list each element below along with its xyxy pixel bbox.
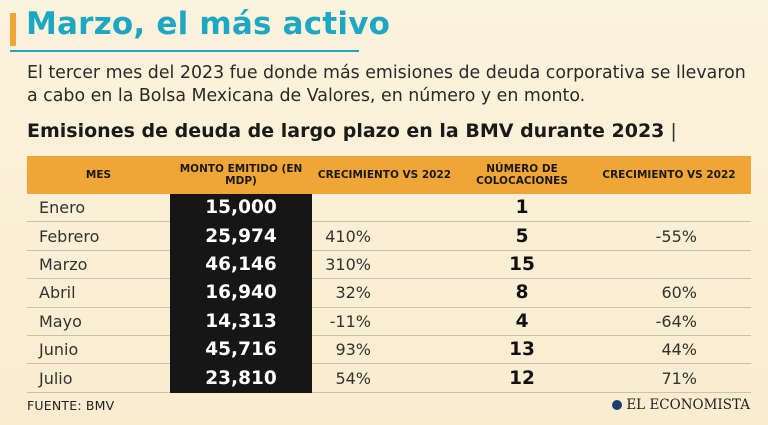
cell-crecimiento-numero: 71% bbox=[587, 363, 751, 393]
table-row: Mayo 14,313 -11% 4 -64% bbox=[27, 307, 751, 336]
table-title-separator: | bbox=[670, 120, 677, 142]
table-row: Julio 23,810 54% 12 71% bbox=[27, 363, 751, 393]
headline-accent-bar bbox=[10, 13, 16, 46]
table-header-row: MES MONTO EMITIDO (EN MDP) CRECIMIENTO V… bbox=[27, 156, 751, 194]
headline-underline bbox=[10, 50, 359, 52]
cell-numero-colocaciones: 15 bbox=[457, 250, 587, 280]
cell-numero-colocaciones: 1 bbox=[457, 194, 587, 223]
header-numero-colocaciones: NÚMERO DE COLOCACIONES bbox=[457, 156, 587, 194]
cell-monto: 23,810 bbox=[170, 363, 312, 393]
cell-monto: 14,313 bbox=[170, 307, 312, 336]
source-note: FUENTE: BMV bbox=[27, 398, 115, 413]
cell-crecimiento-numero bbox=[587, 194, 751, 223]
emissions-table: MES MONTO EMITIDO (EN MDP) CRECIMIENTO V… bbox=[27, 156, 751, 393]
cell-numero-colocaciones: 8 bbox=[457, 278, 587, 308]
cell-mes: Abril bbox=[27, 278, 170, 308]
cell-monto: 46,146 bbox=[170, 250, 312, 280]
cell-crecimiento-monto: 32% bbox=[312, 278, 457, 308]
cell-crecimiento-monto: -11% bbox=[312, 307, 457, 336]
header-mes: MES bbox=[27, 156, 170, 194]
headline: Marzo, el más activo bbox=[26, 6, 391, 42]
cell-crecimiento-monto: 93% bbox=[312, 335, 457, 365]
cell-mes: Enero bbox=[27, 194, 170, 223]
cell-crecimiento-monto: 410% bbox=[312, 221, 457, 251]
cell-mes: Febrero bbox=[27, 221, 170, 251]
cell-mes: Mayo bbox=[27, 307, 170, 336]
table-row: Junio 45,716 93% 13 44% bbox=[27, 335, 751, 365]
cell-crecimiento-monto bbox=[312, 194, 457, 223]
table-row: Marzo 46,146 310% 15 bbox=[27, 250, 751, 280]
cell-crecimiento-numero: -55% bbox=[587, 221, 751, 251]
cell-mes: Marzo bbox=[27, 250, 170, 280]
cell-monto: 16,940 bbox=[170, 278, 312, 308]
header-monto: MONTO EMITIDO (EN MDP) bbox=[170, 156, 312, 194]
cell-numero-colocaciones: 5 bbox=[457, 221, 587, 251]
table-title: Emisiones de deuda de largo plazo en la … bbox=[27, 120, 677, 142]
globe-icon bbox=[612, 400, 623, 410]
table-body: Enero 15,000 1 Febrero 25,974 410% 5 -55% Marzo 4… bbox=[27, 194, 751, 393]
cell-crecimiento-numero: 44% bbox=[587, 335, 751, 365]
table-title-text: Emisiones de deuda de largo plazo en la … bbox=[27, 120, 665, 142]
cell-monto: 45,716 bbox=[170, 335, 312, 365]
cell-crecimiento-numero: -64% bbox=[587, 307, 751, 336]
table-row: Abril 16,940 32% 8 60% bbox=[27, 278, 751, 308]
cell-numero-colocaciones: 4 bbox=[457, 307, 587, 336]
cell-monto: 15,000 bbox=[170, 194, 312, 223]
cell-crecimiento-numero: 60% bbox=[587, 278, 751, 308]
cell-numero-colocaciones: 12 bbox=[457, 363, 587, 393]
cell-monto: 25,974 bbox=[170, 221, 312, 251]
table-row: Febrero 25,974 410% 5 -55% bbox=[27, 221, 751, 251]
cell-mes: Junio bbox=[27, 335, 170, 365]
table-row: Enero 15,000 1 bbox=[27, 194, 751, 223]
intro-paragraph: El tercer mes del 2023 fue donde más emi… bbox=[27, 63, 746, 106]
header-crecimiento-numero: CRECIMIENTO VS 2022 bbox=[587, 156, 751, 194]
cell-crecimiento-monto: 310% bbox=[312, 250, 457, 280]
cell-crecimiento-numero bbox=[587, 250, 751, 280]
brand-name: EL ECONOMISTA bbox=[626, 397, 750, 413]
brand-logo: EL ECONOMISTA bbox=[612, 397, 750, 413]
cell-mes: Julio bbox=[27, 363, 170, 393]
cell-crecimiento-monto: 54% bbox=[312, 363, 457, 393]
cell-numero-colocaciones: 13 bbox=[457, 335, 587, 365]
header-crecimiento-monto: CRECIMIENTO VS 2022 bbox=[312, 156, 457, 194]
